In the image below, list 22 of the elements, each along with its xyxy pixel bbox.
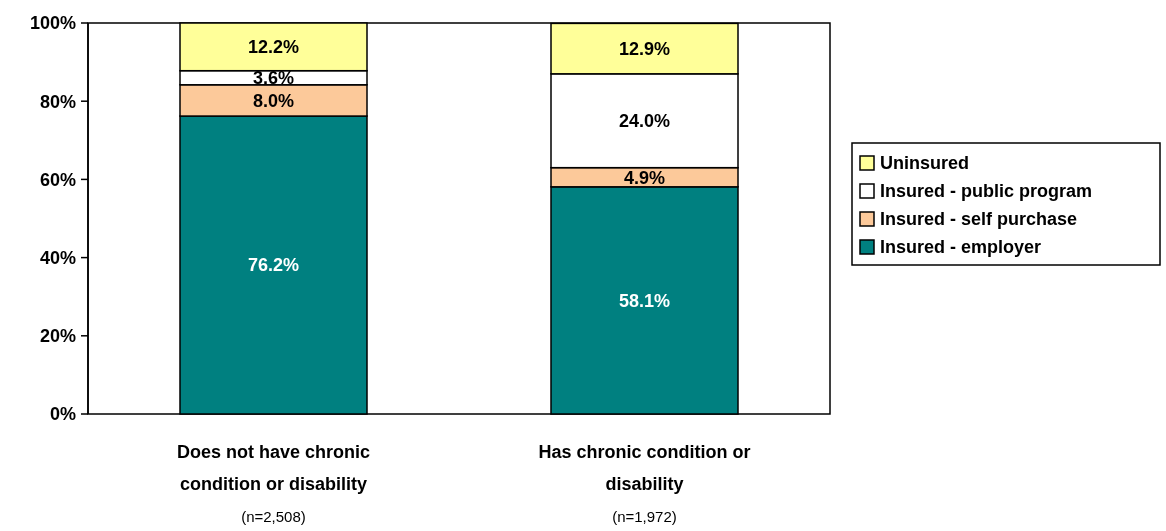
text: (n=2,508) (241, 508, 306, 525)
data-label: 8.0% (252, 90, 295, 111)
y-tick-label: 0% (49, 404, 76, 425)
data-label: 76.2% (247, 255, 300, 276)
data-label: 3.6% (252, 68, 295, 89)
data-label: 4.9% (623, 167, 666, 188)
x-tick-label: Has chronic condition or disability (538, 442, 751, 494)
text: (n=1,972) (612, 508, 677, 525)
data-label: 58.1% (618, 290, 671, 311)
data-label: 12.2% (247, 37, 300, 58)
data-label: 12.9% (618, 38, 671, 59)
y-tick-label: 40% (39, 247, 76, 268)
y-tick-label: 80% (39, 91, 76, 112)
legend-label: Uninsured (880, 153, 970, 174)
y-tick-label: 60% (39, 169, 76, 190)
x-tick-label: Does not have chronic condition or disability (176, 442, 371, 494)
y-tick-label: 100% (29, 13, 76, 34)
y-tick-label: 20% (39, 326, 76, 347)
legend-label: Insured - employer (880, 237, 1042, 258)
legend-label: Insured - self purchase (880, 209, 1078, 230)
data-label: 24.0% (618, 111, 671, 132)
legend-label: Insured - public program (880, 181, 1093, 202)
